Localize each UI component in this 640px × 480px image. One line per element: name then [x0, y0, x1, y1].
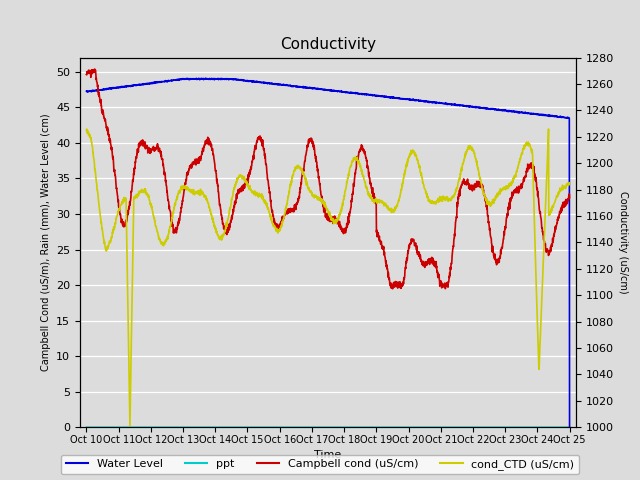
Y-axis label: Campbell Cond (uS/m), Rain (mm), Water Level (cm): Campbell Cond (uS/m), Rain (mm), Water L…	[40, 114, 51, 371]
Legend: Water Level, ppt, Campbell cond (uS/cm), cond_CTD (uS/cm): Water Level, ppt, Campbell cond (uS/cm),…	[61, 455, 579, 474]
Y-axis label: Conductivity (uS/cm): Conductivity (uS/cm)	[618, 191, 628, 294]
X-axis label: Time: Time	[314, 450, 342, 460]
Title: Conductivity: Conductivity	[280, 37, 376, 52]
